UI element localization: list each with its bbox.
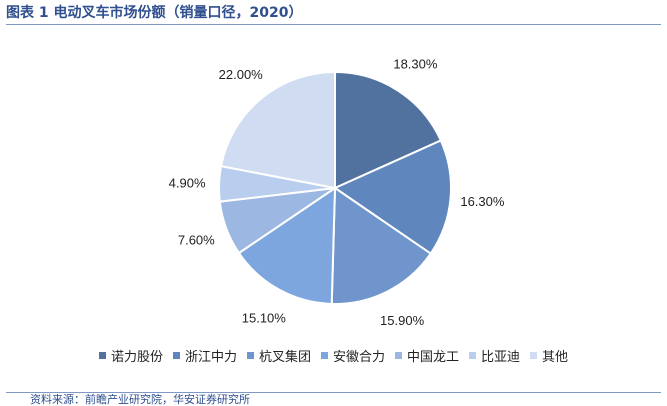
slice-label-6: 22.00% xyxy=(219,67,264,82)
legend-item-2: 杭叉集团 xyxy=(246,346,311,365)
legend-label-5: 比亚迪 xyxy=(481,350,521,365)
slice-label-2: 15.90% xyxy=(380,313,425,328)
legend-item-1: 浙江中力 xyxy=(172,346,237,365)
legend-label-6: 其他 xyxy=(542,350,569,365)
pie-slices xyxy=(218,70,452,305)
slice-label-3: 15.10% xyxy=(242,311,287,326)
pie-slice-6 xyxy=(219,70,336,190)
pie-labels: 18.30% 16.30% 15.90% 15.10% 7.60% 4.90% 22.00% xyxy=(169,57,505,328)
legend-item-4: 中国龙工 xyxy=(395,346,459,365)
legend-item-3: 安徽合力 xyxy=(320,346,385,365)
pie-slice-0 xyxy=(334,70,443,190)
legend-label-1: 浙江中力 xyxy=(184,350,237,365)
slice-label-4: 7.60% xyxy=(178,233,215,248)
source-divider xyxy=(6,392,661,393)
pie-slice-2 xyxy=(330,186,433,305)
legend-swatch-2 xyxy=(246,352,254,359)
legend-swatch-5 xyxy=(469,352,477,359)
legend-label-3: 安徽合力 xyxy=(332,350,385,365)
pie-slice-3 xyxy=(237,186,337,305)
source-note: 资料来源：前瞻产业研究院，华安证券研究所 xyxy=(30,393,250,406)
legend-label-0: 诺力股份 xyxy=(110,350,163,365)
slice-label-1: 16.30% xyxy=(460,194,505,209)
legend-swatch-4 xyxy=(395,352,402,359)
legend-swatch-1 xyxy=(172,352,180,359)
legend-label-2: 杭叉集团 xyxy=(258,350,311,365)
pie-slice-1 xyxy=(332,139,452,255)
legend-item-5: 比亚迪 xyxy=(469,346,520,365)
chart-title: 图表 1 电动叉车市场份额（销量口径，2020） xyxy=(6,5,303,21)
legend-item-0: 诺力股份 xyxy=(98,346,163,365)
legend-label-4: 中国龙工 xyxy=(407,350,460,365)
legend-item-6: 其他 xyxy=(530,346,568,365)
title-underline xyxy=(6,24,661,25)
slice-label-0: 18.30% xyxy=(393,57,438,72)
slice-label-5: 4.90% xyxy=(169,176,206,191)
legend: 诺力股份 浙江中力 杭叉集团 安徽合力 中国龙工 比亚迪 其他 xyxy=(0,346,667,365)
legend-swatch-3 xyxy=(320,352,328,359)
legend-swatch-6 xyxy=(530,352,538,359)
legend-swatch-0 xyxy=(98,352,106,359)
